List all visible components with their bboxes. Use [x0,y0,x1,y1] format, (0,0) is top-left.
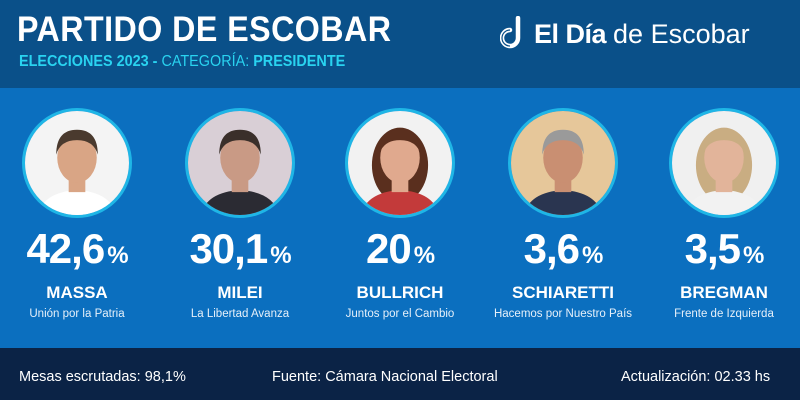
percentage-value: 30,1 [189,225,268,272]
candidate-card-milei: 30,1% MILEI La Libertad Avanza [155,88,325,320]
candidate-card-bullrich: 20% BULLRICH Juntos por el Cambio [315,88,485,320]
portrait-icon [511,111,615,215]
subtitle-category-label: CATEGORÍA: [161,53,254,70]
percentage: 3,6% [478,226,648,279]
percentage: 42,6% [0,226,162,279]
candidate-name: MASSA [46,283,108,302]
logo-text-bold: El Día [534,18,607,49]
percent-sign: % [743,242,764,269]
percentage-value: 42,6 [26,225,105,272]
candidate-photo [185,108,295,218]
subtitle: ELECCIONES 2023 - CATEGORÍA: PRESIDENTE [19,53,345,71]
percentage: 3,5% [639,226,800,279]
mesas-escrutadas: Mesas escrutadas: 98,1% [19,369,186,385]
percentage: 30,1% [155,226,325,279]
percentage-value: 20 [365,225,412,272]
percentage-value: 3,6 [523,225,580,272]
candidate-card-massa: 42,6% MASSA Unión por la Patria [0,88,162,320]
candidate-name: BULLRICH [356,283,444,302]
portrait-icon [348,111,452,215]
party-name: La Libertad Avanza [190,308,290,320]
percent-sign: % [582,242,603,269]
subtitle-category: PRESIDENTE [253,53,346,70]
logo: El Día de Escobar [500,16,750,52]
source: Fuente: Cámara Nacional Electoral [272,369,498,385]
candidate-name: BREGMAN [680,283,768,302]
page-title: PARTIDO DE ESCOBAR [17,10,392,49]
logo-d-icon [500,16,521,49]
portrait-icon [25,111,129,215]
portrait-icon [188,111,292,215]
last-update: Actualización: 02.33 hs [621,369,771,385]
results-panel: 42,6% MASSA Unión por la Patria 30,1% MI… [0,88,800,348]
candidate-card-bregman: 3,5% BREGMAN Frente de Izquierda [639,88,800,320]
footer: Mesas escrutadas: 98,1% Fuente: Cámara N… [0,348,800,400]
percentage: 20% [315,226,485,279]
party-name: Juntos por el Cambio [345,308,455,320]
candidate-photo [22,108,132,218]
candidate-photo [508,108,618,218]
subtitle-prefix: ELECCIONES 2023 - [19,53,162,70]
percentage-value: 3,5 [684,225,741,272]
candidate-photo [669,108,779,218]
portrait-icon [672,111,776,215]
percent-sign: % [413,242,435,269]
logo-text-regular: de Escobar [613,18,750,49]
header: PARTIDO DE ESCOBAR ELECCIONES 2023 - CAT… [0,0,800,88]
candidate-name: MILEI [217,283,263,302]
party-name: Unión por la Patria [29,308,125,320]
percent-sign: % [270,242,291,269]
candidate-name: SCHIARETTI [512,283,614,302]
candidate-card-schiaretti: 3,6% SCHIARETTI Hacemos por Nuestro País [478,88,648,320]
candidate-photo [345,108,455,218]
party-name: Hacemos por Nuestro País [493,308,633,320]
percent-sign: % [107,242,128,269]
party-name: Frente de Izquierda [674,308,774,320]
